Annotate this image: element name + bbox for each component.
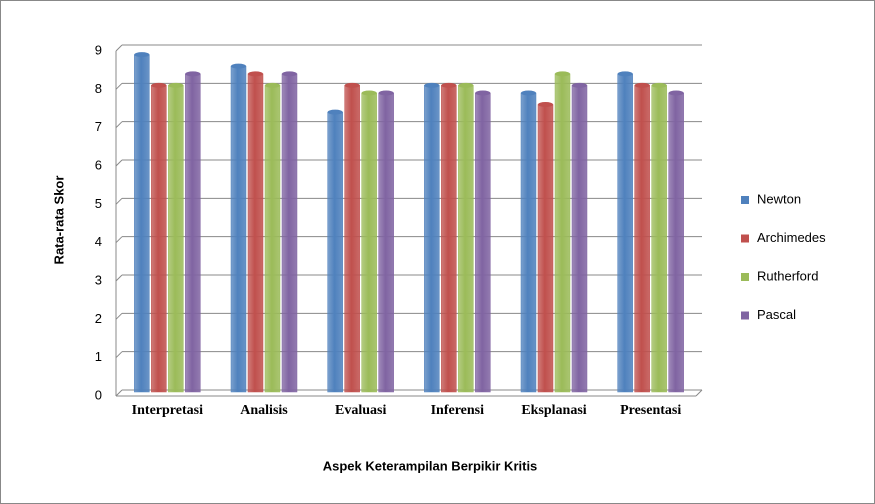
x-tick-label: Interpretasi — [132, 403, 203, 418]
bar — [344, 85, 360, 393]
bar — [668, 92, 684, 393]
y-axis-title: Rata-rata Skor — [51, 176, 66, 265]
bar-cap — [248, 71, 263, 77]
y-tick-label: 1 — [95, 349, 102, 364]
bar-cap — [555, 71, 570, 77]
bar — [441, 85, 457, 393]
grid-line — [115, 389, 123, 397]
bar — [134, 54, 150, 393]
bar-cap — [327, 109, 343, 115]
bar — [537, 104, 554, 393]
bar-cap — [668, 90, 684, 96]
x-tick-label: Evaluasi — [335, 403, 386, 418]
y-tick-label: 4 — [95, 234, 102, 249]
legend-label: Pascal — [757, 307, 796, 322]
bar-cap — [168, 82, 184, 88]
bar — [378, 92, 394, 393]
legend-swatch — [741, 311, 749, 320]
grid-line — [115, 351, 123, 359]
grid-line — [115, 121, 123, 129]
legend-swatch — [741, 273, 749, 281]
bar — [230, 65, 247, 393]
legend-label: Archimedes — [757, 230, 826, 245]
bar — [264, 85, 281, 393]
bar-cap — [231, 63, 246, 69]
bar — [634, 85, 650, 393]
bar-cap — [572, 82, 587, 88]
bar-cap — [617, 71, 633, 77]
bar — [475, 92, 491, 393]
bar — [247, 73, 264, 393]
x-axis-title: Aspek Keterampilan Berpikir Kritis — [323, 458, 538, 473]
grid-line — [115, 312, 123, 320]
grid-line — [115, 159, 123, 167]
grid-line — [115, 274, 123, 282]
y-tick-label: 8 — [95, 81, 102, 96]
bar-cap — [151, 82, 167, 88]
bar-cap — [424, 82, 440, 88]
bar-cap — [185, 71, 201, 77]
x-tick-label: Eksplanasi — [521, 403, 586, 418]
x-tick-label: Analisis — [240, 403, 288, 418]
legend-label: Rutherford — [757, 268, 818, 283]
bar — [185, 73, 201, 393]
bar — [361, 92, 377, 393]
bar — [554, 73, 571, 393]
bar-cap — [634, 82, 650, 88]
bar — [168, 85, 184, 393]
y-tick-label: 5 — [95, 196, 102, 211]
grid-line — [115, 82, 123, 90]
y-tick-label: 0 — [95, 387, 102, 402]
bar — [571, 85, 588, 393]
grid-line — [115, 197, 123, 205]
y-tick-label: 7 — [95, 119, 102, 134]
bar — [458, 85, 474, 393]
legend-swatch — [741, 234, 749, 243]
bar — [617, 73, 633, 393]
bar — [327, 111, 343, 393]
bar — [424, 85, 440, 393]
bar-cap — [475, 90, 491, 96]
y-tick-label: 6 — [95, 157, 102, 172]
bar — [520, 92, 537, 393]
y-tick-label: 2 — [95, 311, 102, 326]
bar — [651, 85, 667, 393]
bar-cap — [378, 90, 394, 96]
bar — [281, 73, 298, 393]
bar-cap — [134, 52, 150, 58]
legend-label: Newton — [757, 191, 801, 206]
bar-cap — [521, 90, 536, 96]
bar-cap — [265, 82, 280, 88]
bar-cap — [441, 82, 457, 88]
bar-cap — [282, 71, 297, 77]
grid-line — [115, 236, 123, 244]
bar-cap — [538, 102, 553, 107]
legend-swatch — [741, 196, 749, 204]
x-tick-label: Inferensi — [431, 403, 485, 418]
grid-line — [115, 44, 123, 52]
x-tick-label: Presentasi — [620, 403, 681, 418]
bar — [151, 85, 167, 393]
y-tick-label: 9 — [95, 42, 102, 57]
bar-cap — [651, 82, 667, 88]
floor-edge — [695, 389, 703, 397]
y-tick-label: 3 — [95, 272, 102, 287]
bar-cap — [361, 90, 377, 96]
bar-cap — [344, 82, 360, 88]
bar-cap — [458, 82, 474, 88]
